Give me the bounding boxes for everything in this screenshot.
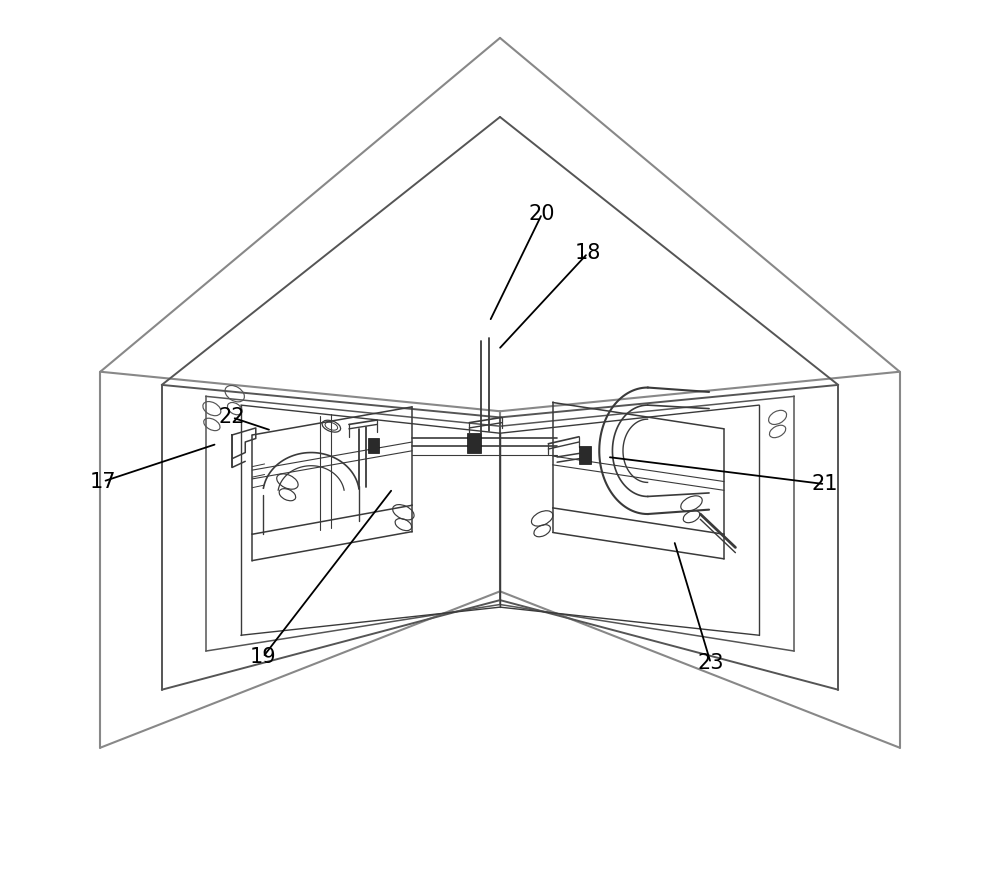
Text: 18: 18: [575, 243, 601, 263]
Bar: [467, 433, 481, 453]
Text: 20: 20: [529, 203, 555, 224]
Text: 19: 19: [250, 647, 276, 667]
Text: 21: 21: [812, 474, 838, 494]
Text: 23: 23: [698, 653, 724, 674]
Text: 22: 22: [219, 408, 245, 427]
Text: 17: 17: [90, 471, 116, 492]
Bar: [368, 438, 379, 453]
Bar: [579, 446, 591, 464]
